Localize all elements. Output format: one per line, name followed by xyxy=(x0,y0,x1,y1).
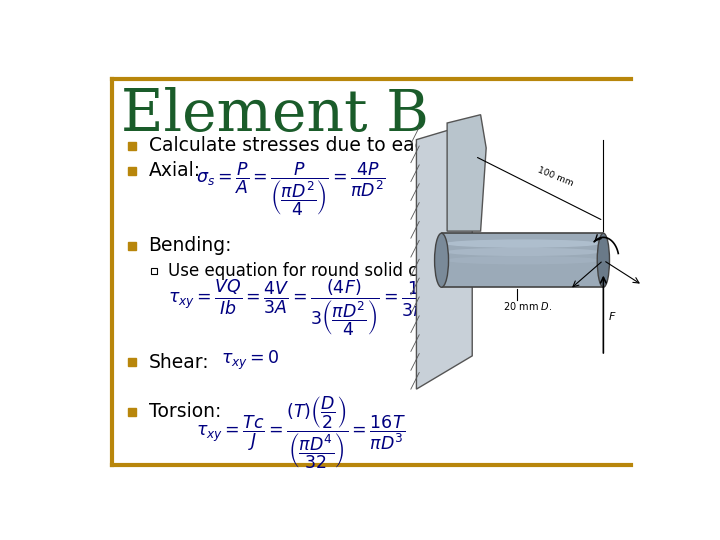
Text: Torsion:: Torsion: xyxy=(148,402,221,422)
Bar xyxy=(400,121,631,427)
Text: $\tau_{xy} = \dfrac{Tc}{J} = \dfrac{(T)\left(\dfrac{D}{2}\right)}{\left(\dfrac{\: $\tau_{xy} = \dfrac{Tc}{J} = \dfrac{(T)\… xyxy=(196,395,406,471)
Text: $\tau_{xy} = \dfrac{VQ}{Ib} = \dfrac{4V}{3A} = \dfrac{(4F)}{3\left(\dfrac{\pi D^: $\tau_{xy} = \dfrac{VQ}{Ib} = \dfrac{4V}… xyxy=(168,278,448,338)
Ellipse shape xyxy=(444,248,600,256)
Text: $20$ mm $D.$: $20$ mm $D.$ xyxy=(503,300,552,312)
Text: $\tau_{xy} = 0$: $\tau_{xy} = 0$ xyxy=(221,348,279,372)
Text: Axial:: Axial: xyxy=(148,161,201,180)
Text: Use equation for round solid cross-section: Use equation for round solid cross-secti… xyxy=(168,261,518,280)
Text: Calculate stresses due to each load: Calculate stresses due to each load xyxy=(148,137,482,156)
Polygon shape xyxy=(447,114,486,231)
Ellipse shape xyxy=(444,239,600,248)
Text: $F$: $F$ xyxy=(608,310,616,322)
Text: Element B: Element B xyxy=(121,87,428,143)
Text: 100 mm: 100 mm xyxy=(536,166,575,188)
Text: Shear:: Shear: xyxy=(148,353,210,372)
Ellipse shape xyxy=(597,233,610,287)
Ellipse shape xyxy=(435,233,449,287)
Polygon shape xyxy=(416,123,472,389)
Text: $\sigma_s = \dfrac{P}{A} = \dfrac{P}{\left(\dfrac{\pi D^2}{4}\right)} = \dfrac{4: $\sigma_s = \dfrac{P}{A} = \dfrac{P}{\le… xyxy=(196,161,386,218)
Bar xyxy=(441,233,603,287)
Ellipse shape xyxy=(444,256,600,265)
Text: Bending:: Bending: xyxy=(148,236,232,255)
